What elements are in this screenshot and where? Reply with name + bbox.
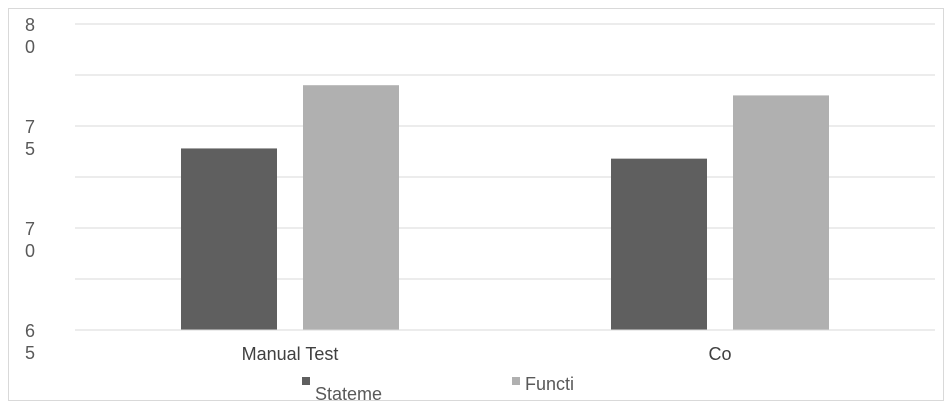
x-tick-label: Manual Test (242, 344, 339, 364)
legend-label: Functi (525, 374, 574, 394)
legend-swatch (302, 377, 310, 385)
legend-swatch (512, 377, 520, 385)
bar (733, 95, 829, 331)
bar (611, 158, 707, 330)
chart-frame (8, 8, 944, 401)
legend-label: Stateme (315, 384, 382, 402)
bars (181, 85, 829, 331)
x-axis-tick-labels: Manual Test Co (242, 344, 732, 364)
y-axis-tick-labels: 8 0 7 5 7 0 6 5 (25, 15, 35, 363)
x-tick-label: Co (708, 344, 731, 364)
bar (303, 85, 399, 330)
legend: Stateme Functi (302, 374, 574, 402)
bar (181, 148, 277, 330)
